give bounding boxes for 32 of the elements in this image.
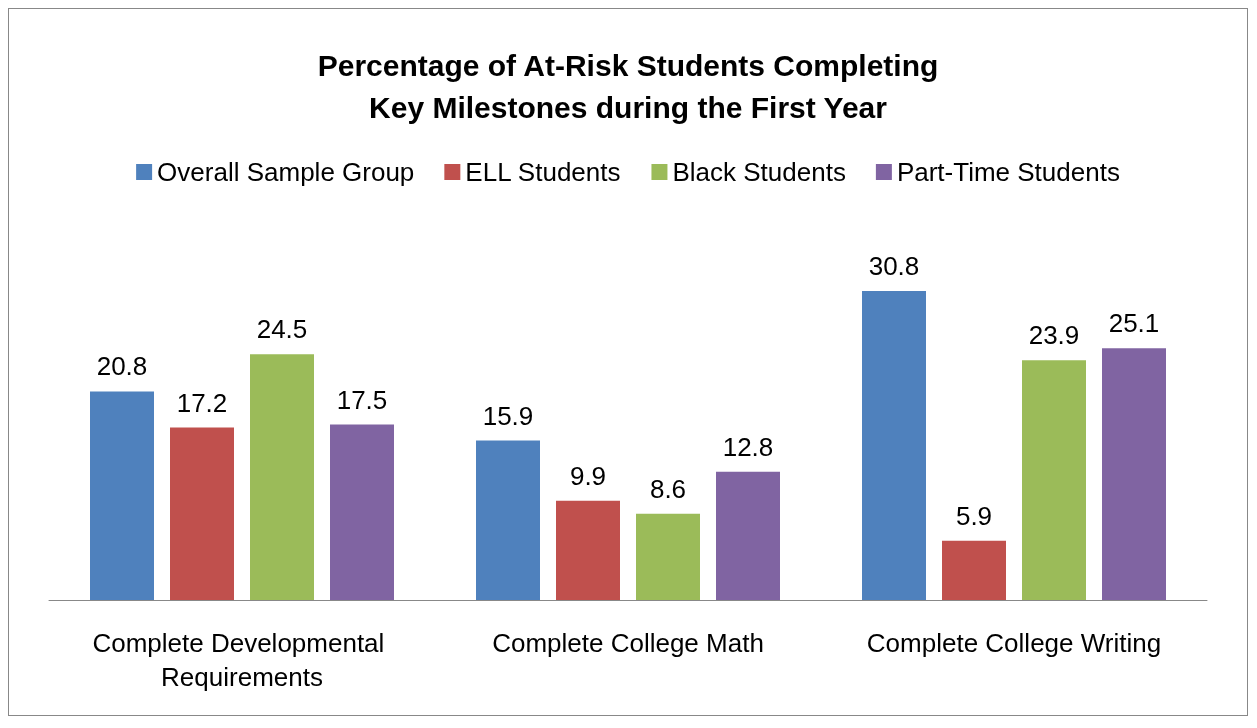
data-label: 23.9 bbox=[1028, 320, 1080, 351]
bar bbox=[250, 354, 314, 600]
legend-label: Overall Sample Group bbox=[157, 157, 415, 187]
bar bbox=[636, 513, 700, 600]
bar bbox=[942, 540, 1006, 600]
bar bbox=[556, 500, 620, 600]
data-label: 20.8 bbox=[96, 351, 148, 382]
bar bbox=[476, 440, 540, 600]
bar bbox=[90, 391, 154, 600]
data-label: 8.6 bbox=[649, 473, 687, 504]
x-tick-label: Complete Developmental Requirements bbox=[92, 628, 392, 692]
bar bbox=[1022, 360, 1086, 600]
data-label: 17.2 bbox=[176, 387, 228, 418]
data-label: 15.9 bbox=[482, 400, 534, 431]
legend-label: Part-Time Students bbox=[896, 157, 1120, 187]
data-label: 25.1 bbox=[1108, 308, 1160, 339]
x-tick-label: Complete College Math bbox=[492, 628, 764, 658]
bar bbox=[862, 291, 926, 600]
bar bbox=[1102, 348, 1166, 600]
data-label: 30.8 bbox=[868, 251, 920, 282]
bar bbox=[170, 427, 234, 600]
data-label: 5.9 bbox=[955, 500, 993, 531]
data-label: 12.8 bbox=[722, 431, 774, 462]
bar bbox=[716, 471, 780, 600]
data-label: 24.5 bbox=[256, 314, 308, 345]
bar bbox=[330, 424, 394, 600]
data-label: 17.5 bbox=[336, 384, 388, 415]
data-label: 9.9 bbox=[569, 460, 607, 491]
legend-label: Black Students bbox=[672, 157, 846, 187]
legend-label: ELL Students bbox=[465, 157, 621, 187]
chart-title: Percentage of At-Risk Students Completing Key Milestones during the First Year bbox=[317, 48, 939, 124]
x-tick-label: Complete College Writing bbox=[866, 628, 1162, 658]
